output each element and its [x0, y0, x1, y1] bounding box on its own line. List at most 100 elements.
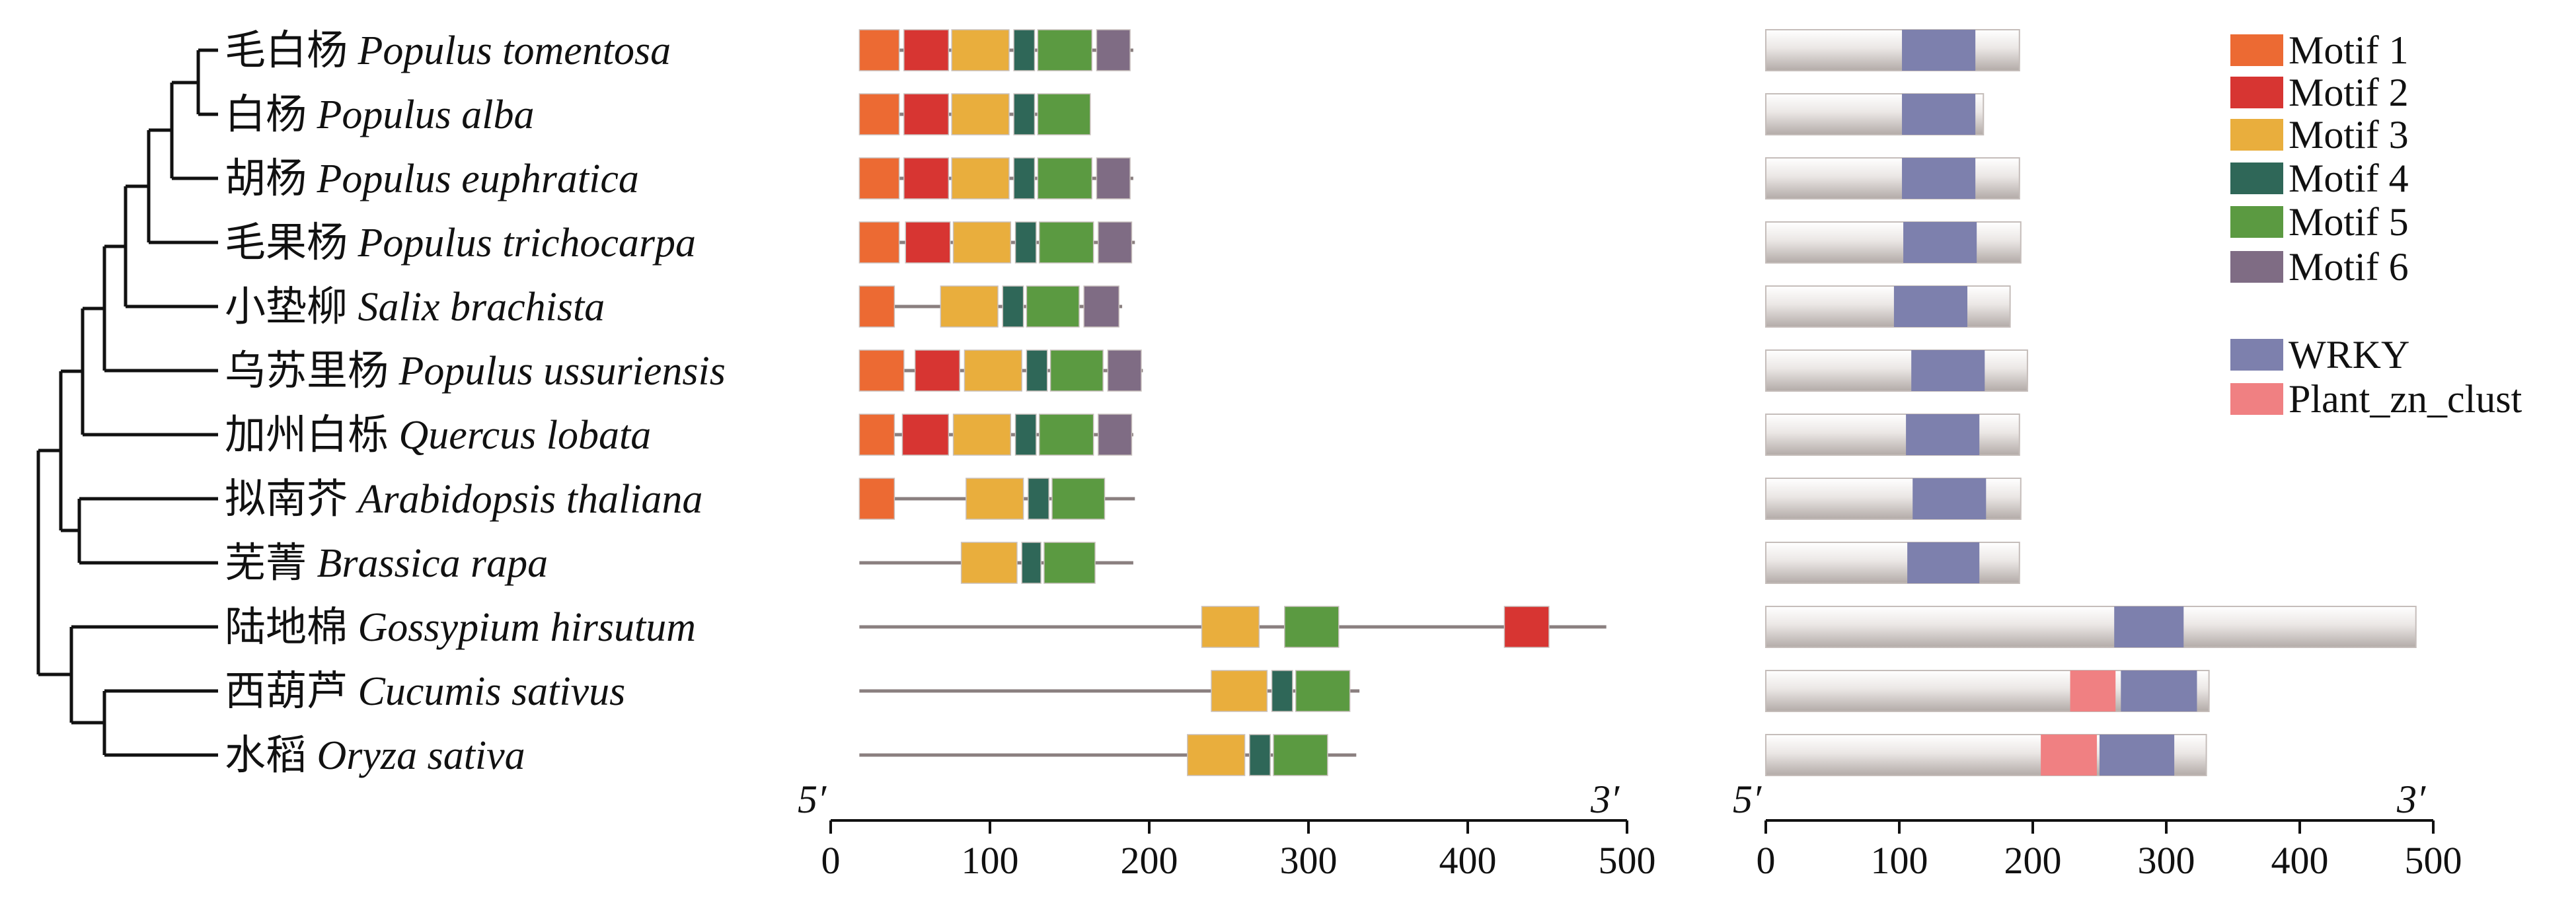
motif3-box — [960, 542, 1018, 584]
tick-label: 500 — [1599, 839, 1656, 882]
legend-item: Motif 6 — [2230, 245, 2409, 289]
species-label: 加州白栎 Quercus lobata — [225, 413, 651, 458]
legend-swatch — [2230, 163, 2283, 194]
species-latin-name: Populus euphratica — [317, 157, 639, 201]
species-label: 水稻 Oryza sativa — [225, 733, 525, 778]
legend-swatch — [2230, 77, 2283, 108]
legend-label: Motif 4 — [2289, 157, 2409, 200]
motif4-box — [1014, 221, 1037, 264]
protein-bar — [1765, 542, 2020, 584]
legend-label: Motif 6 — [2289, 245, 2409, 289]
domain-row — [1765, 93, 1985, 135]
species-chinese-name: 乌苏里杨 — [225, 349, 399, 394]
motif5-box — [1049, 349, 1104, 392]
motif5-box — [1037, 29, 1092, 71]
domain-row — [1765, 542, 2020, 584]
species-label: 陆地棉 Gossypium hirsutum — [225, 605, 696, 650]
domain-row — [1765, 349, 2028, 392]
species-chinese-name: 芜菁 — [225, 541, 317, 586]
motif3-box — [1187, 734, 1246, 776]
five-prime-label: 5′ — [798, 778, 827, 821]
motif4-box — [1013, 93, 1036, 135]
legend-item: WRKY — [2230, 333, 2409, 377]
protein-bar — [1765, 414, 2020, 456]
tick-label: 100 — [1871, 839, 1928, 882]
motif-row — [859, 734, 1357, 776]
motif1-box — [858, 478, 895, 520]
motif3-box — [940, 285, 999, 328]
species-latin-name: Arabidopsis thaliana — [356, 477, 703, 522]
wrky-domain-box — [2114, 606, 2184, 647]
motif-row — [858, 478, 1135, 520]
tick-label: 400 — [2271, 839, 2329, 882]
motif5-box — [1295, 670, 1351, 712]
species-chinese-name: 胡杨 — [225, 157, 317, 201]
motif-row — [858, 285, 1123, 328]
legend-label: Motif 3 — [2289, 113, 2409, 157]
plant_zn_clust-domain-box — [2041, 735, 2097, 776]
species-chinese-name: 毛果杨 — [225, 221, 358, 266]
motif5-box — [1284, 606, 1340, 648]
tick-label: 0 — [1757, 839, 1776, 882]
motif4-box — [1021, 542, 1042, 584]
motif5-box — [1051, 478, 1106, 520]
species-latin-name: Populus alba — [317, 92, 535, 137]
motif5-box — [1037, 93, 1091, 135]
legend-label: Motif 2 — [2289, 71, 2409, 114]
motif4-box — [1013, 157, 1036, 199]
x-axis: 0 100 200 300 400 500 5′ 3′ — [1733, 778, 2462, 882]
motif4-box — [1014, 414, 1037, 456]
motif1-box — [858, 414, 895, 456]
species-label: 白杨 Populus alba — [225, 92, 534, 137]
domain-row — [1765, 285, 2011, 328]
motif4-box — [1028, 478, 1049, 520]
legend-label: Motif 1 — [2289, 28, 2409, 72]
three-prime-label: 3′ — [2396, 778, 2426, 821]
motif6-box — [1083, 285, 1119, 328]
legend-item: Plant_zn_clust — [2230, 377, 2522, 421]
motif5-box — [1038, 221, 1094, 264]
protein-bar — [1765, 606, 2417, 648]
motif3-box — [964, 349, 1022, 392]
species-latin-name: Quercus lobata — [399, 413, 652, 458]
motif6-box — [1096, 157, 1131, 199]
species-chinese-name: 加州白栎 — [225, 413, 399, 458]
five-prime-label: 5′ — [1733, 778, 1762, 821]
legend-label: WRKY — [2289, 333, 2409, 377]
domain-row — [1765, 157, 2020, 199]
motif3-box — [952, 414, 1012, 456]
motif5-box — [1043, 542, 1096, 584]
motif2-box — [1503, 606, 1550, 648]
phylogenetic-tree — [36, 48, 218, 757]
motif4-box — [1026, 349, 1048, 392]
motif3-box — [952, 221, 1012, 264]
species-latin-name: Populus tomentosa — [358, 28, 671, 73]
x-axis: 0 100 200 300 400 500 5′ 3′ — [798, 778, 1656, 882]
tick-label: 200 — [1121, 839, 1178, 882]
motif4-box — [1249, 734, 1271, 776]
species-latin-name: Oryza sativa — [317, 733, 525, 778]
motif-row — [858, 349, 1143, 392]
legend-item: Motif 1 — [2230, 28, 2409, 72]
motif1-box — [858, 285, 895, 328]
motif-row — [859, 606, 1607, 648]
species-label: 西葫芦 Cucumis sativus — [225, 669, 625, 714]
wrky-domain-box — [1911, 350, 1985, 391]
motif3-box — [1211, 670, 1268, 712]
tick-label: 0 — [821, 839, 841, 882]
motif-row — [858, 414, 1133, 456]
legend-item: Motif 4 — [2230, 157, 2409, 200]
motif4-box — [1002, 285, 1024, 328]
motif-panel: 0 100 200 300 400 500 5′ 3′ — [798, 29, 1656, 882]
motif1-box — [858, 221, 900, 264]
species-chinese-name: 拟南芥 — [225, 477, 358, 522]
tick-label: 100 — [962, 839, 1019, 882]
legend-item: Motif 3 — [2230, 113, 2409, 157]
protein-bar — [1765, 157, 2020, 199]
domain-row — [1765, 29, 2020, 71]
legend-item: Motif 5 — [2230, 200, 2409, 244]
motif6-box — [1096, 29, 1131, 71]
wrky-domain-box — [1902, 30, 1976, 71]
motif1-box — [858, 157, 900, 199]
